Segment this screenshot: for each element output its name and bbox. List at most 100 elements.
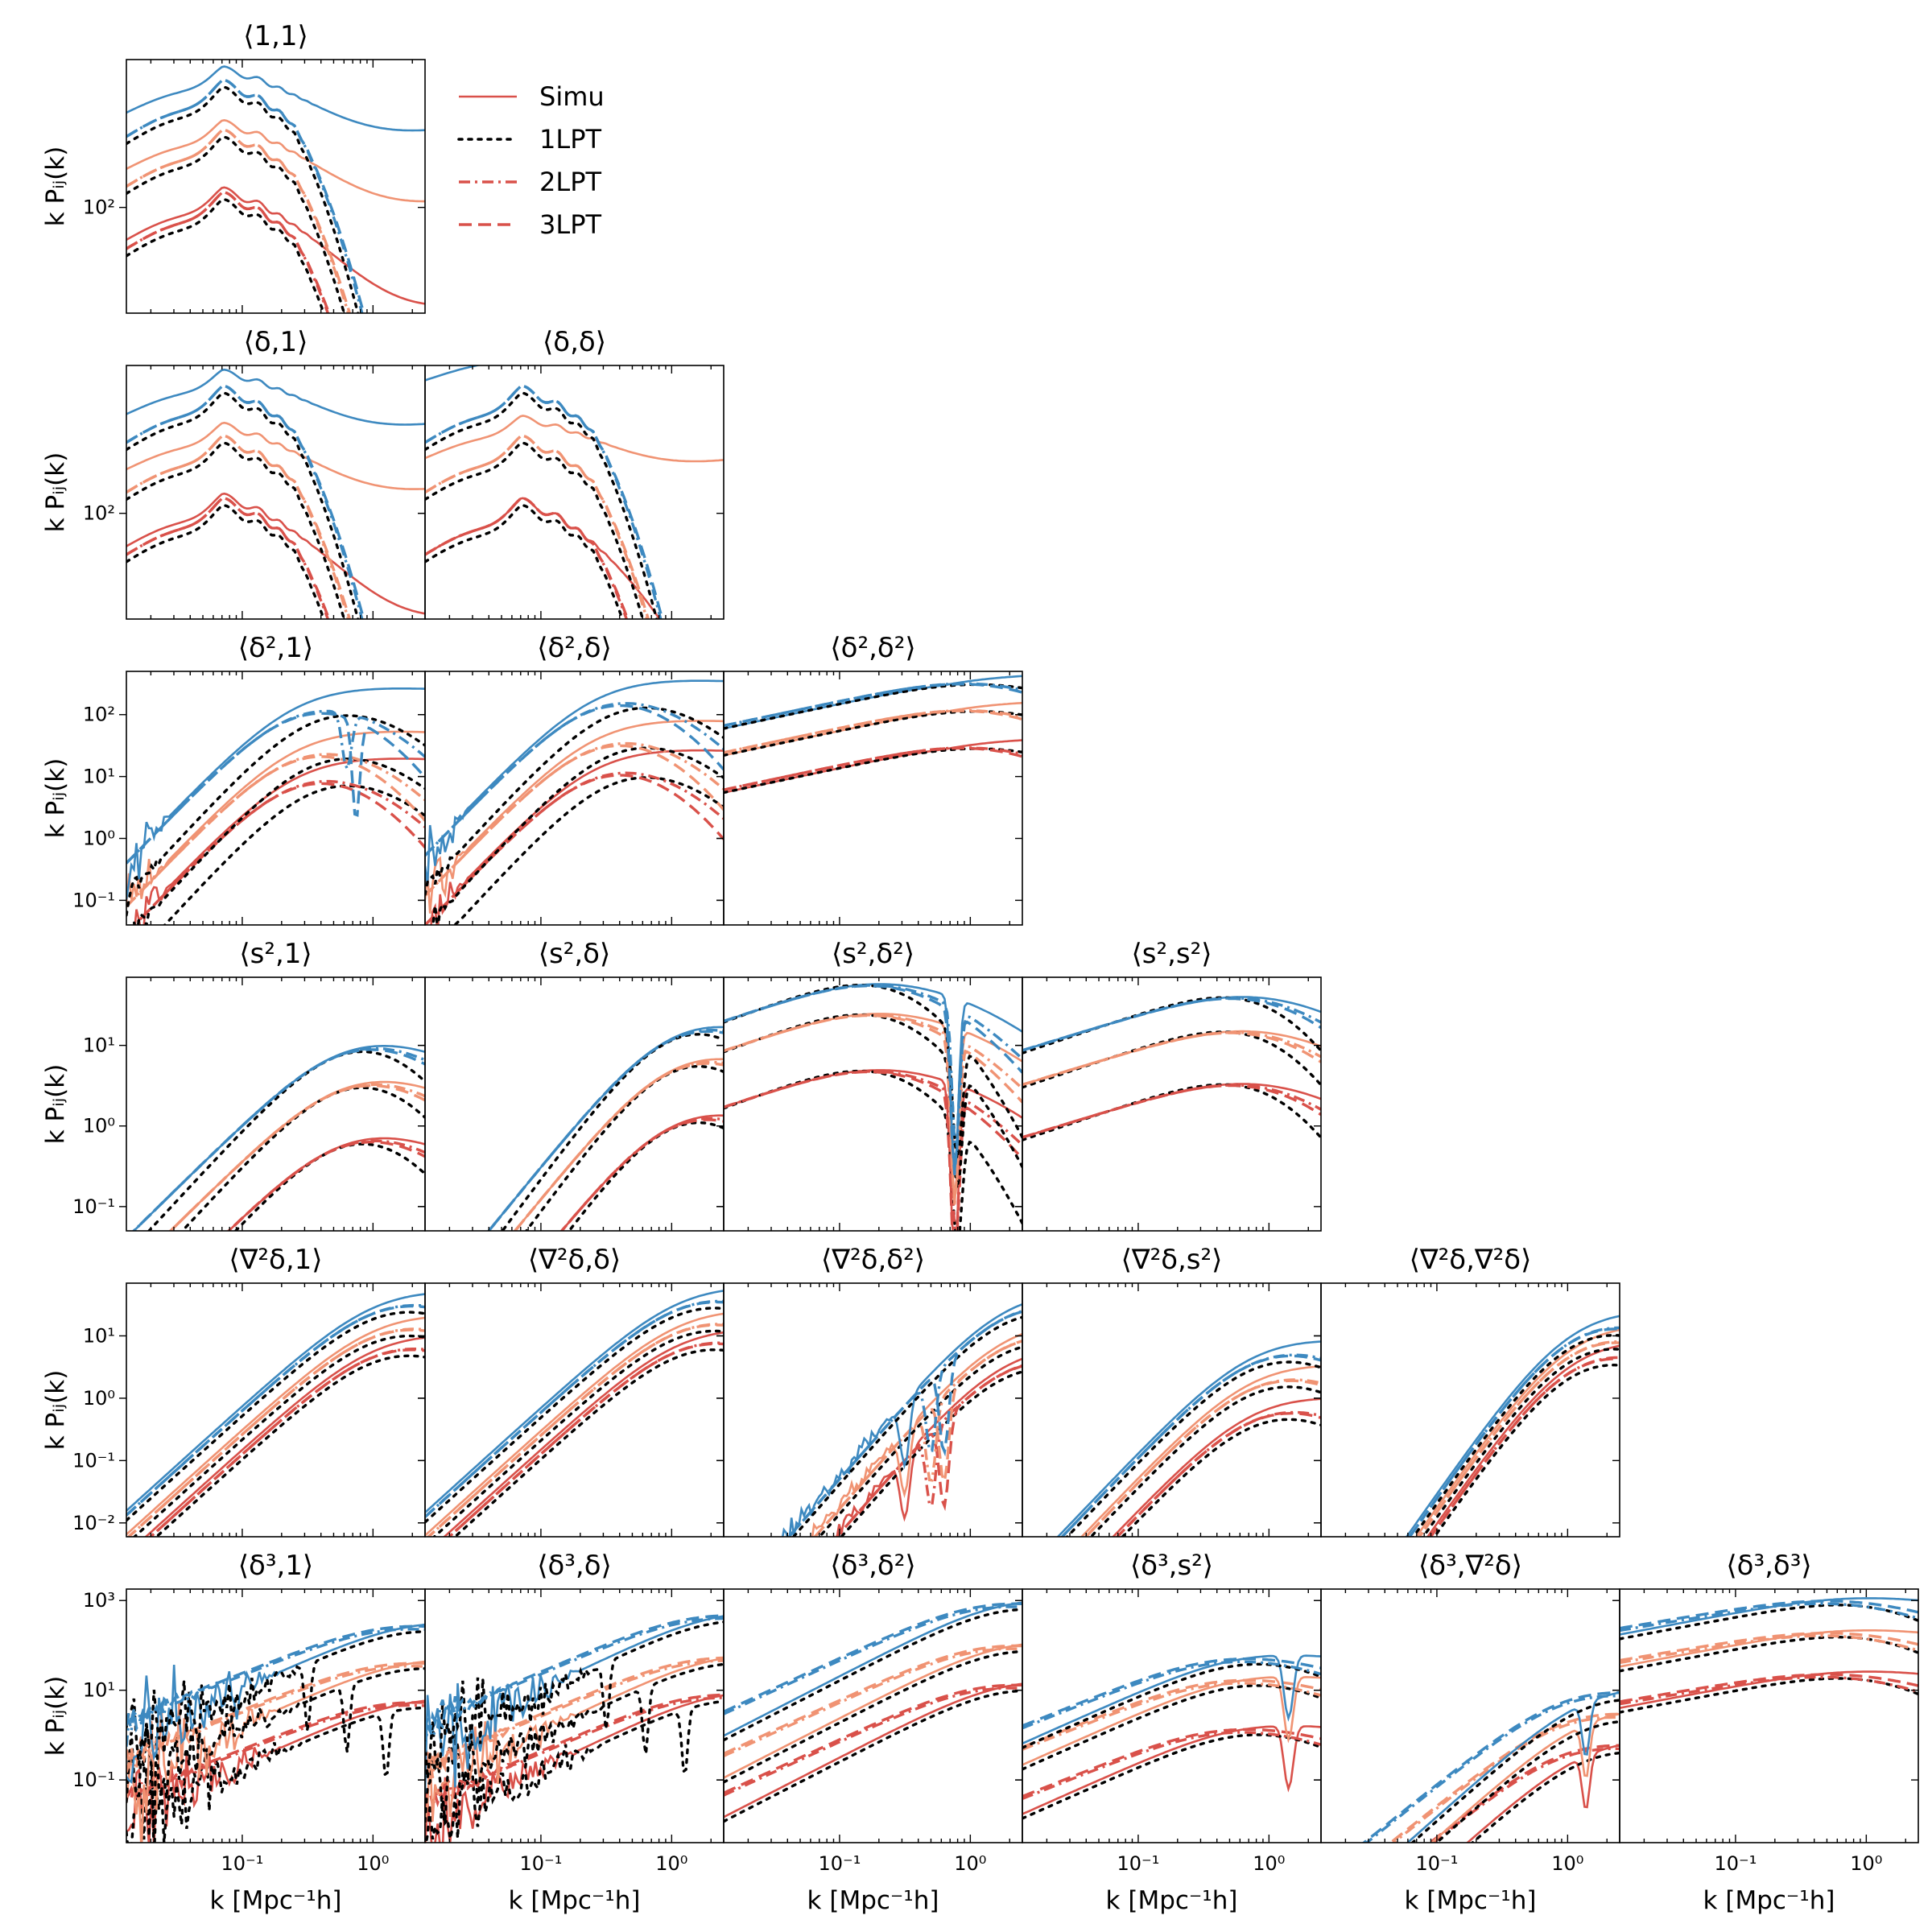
series-line-dashdot <box>425 1616 724 1752</box>
panel-title: ⟨δ³,δ²⟩ <box>830 1550 915 1582</box>
series-line-dashdot <box>1022 1030 1321 1087</box>
series-line-solid <box>425 1312 724 1537</box>
series-line-solid <box>425 679 724 886</box>
series-line-dotted <box>452 1348 724 1537</box>
series-line-solid <box>811 1332 1022 1537</box>
x-axis-label: k [Mpc⁻¹h] <box>1405 1886 1537 1915</box>
curves <box>1022 1654 1321 1820</box>
series-line-dashed <box>425 384 664 619</box>
curves <box>425 365 724 619</box>
y-axis-label: k Pᵢⱼ(k) <box>41 452 70 533</box>
series-line-solid <box>126 1660 425 1843</box>
y-axis-label: k Pᵢⱼ(k) <box>41 147 70 227</box>
series-line-dotted <box>132 758 425 925</box>
series-line-dashed <box>513 1062 724 1231</box>
series-line-dashed <box>126 712 425 865</box>
panel-frame <box>1022 976 1322 1232</box>
series-line-dashdot <box>126 78 364 313</box>
series-line-solid <box>126 421 425 490</box>
series-line-solid <box>425 720 724 914</box>
curves <box>126 687 425 925</box>
series-line-solid <box>144 1336 425 1537</box>
series-line-dotted <box>724 1069 1022 1231</box>
series-line-dashdot <box>513 1060 724 1231</box>
series-line-dotted <box>163 784 425 925</box>
panel-title: ⟨s²,1⟩ <box>239 938 312 970</box>
panel-title: ⟨∇²δ,1⟩ <box>229 1244 322 1276</box>
y-axis-label: k Pᵢⱼ(k) <box>41 758 70 839</box>
series-line-dashed <box>126 434 352 619</box>
curves <box>724 675 1022 795</box>
panel: ⟨s²,1⟩ 10⁻¹ 10⁰ 10¹ k Pᵢⱼ(k) <box>41 938 426 1232</box>
x-tick-label: 10⁻¹ <box>221 1852 264 1875</box>
series-line-dashed <box>1115 1412 1321 1537</box>
series-line-dotted <box>453 776 724 925</box>
series-line-dashdot <box>126 191 330 313</box>
series-line-solid <box>1406 1691 1620 1843</box>
panel: ⟨1,1⟩ 10² k Pᵢⱼ(k) <box>41 20 426 314</box>
panel: ⟨δ³,∇²δ⟩ 10⁻¹ 10⁰ k [Mpc⁻¹h] <box>1314 1550 1620 1915</box>
series-line-dotted <box>817 1345 1022 1537</box>
panel: ⟨∇²δ,δ²⟩ <box>716 1244 1023 1538</box>
series-line-solid <box>1430 1712 1620 1843</box>
series-line-solid <box>724 983 1022 1175</box>
y-tick-label: 10⁻¹ <box>72 1769 115 1791</box>
series-line-dashed <box>1408 1327 1620 1537</box>
series-line-dashdot <box>1022 1731 1321 1800</box>
y-axis-label: k Pᵢⱼ(k) <box>41 1676 70 1757</box>
series-line-solid <box>168 1080 425 1231</box>
series-line-dotted <box>724 1013 1022 1189</box>
series-line-dashdot <box>724 984 1022 1152</box>
series-line-solid <box>724 1682 1022 1818</box>
series-line-solid <box>781 1302 1022 1537</box>
series-line-dashdot <box>1022 1084 1321 1139</box>
x-tick-label: 10⁰ <box>655 1852 687 1875</box>
series-line-dashdot <box>168 1083 425 1231</box>
series-line-solid <box>425 1694 724 1843</box>
curves <box>131 1045 425 1231</box>
y-tick-label: 10² <box>83 502 115 525</box>
series-line-dotted <box>132 1334 425 1537</box>
panels-layer: ⟨1,1⟩ 10² k Pᵢⱼ(k) ⟨δ,1⟩ 10² k Pᵢⱼ(k) ⟨δ,δ⟩ ⟨δ²… <box>41 20 1919 1915</box>
panel-frame <box>1320 1588 1620 1843</box>
panel-title: ⟨s²,δ²⟩ <box>832 938 914 970</box>
x-axis-label: k [Mpc⁻¹h] <box>509 1886 641 1915</box>
series-line-solid <box>425 415 724 463</box>
x-axis-label: k [Mpc⁻¹h] <box>1106 1886 1238 1915</box>
y-tick-label: 10⁰ <box>83 1387 115 1410</box>
panel: ⟨s²,s²⟩ <box>1015 938 1322 1232</box>
x-axis-label: k [Mpc⁻¹h] <box>807 1886 939 1915</box>
series-line-dotted <box>425 503 625 619</box>
series-line-dashed <box>1388 1712 1620 1843</box>
series-line-solid <box>832 1357 1022 1537</box>
panel-title: ⟨δ²,δ²⟩ <box>830 632 915 664</box>
series-line-dotted <box>1022 1733 1321 1820</box>
legend: Simu 1LPT 2LPT 3LPT <box>457 81 605 240</box>
series-line-solid <box>724 1601 1022 1737</box>
series-line-dashdot <box>148 1348 425 1537</box>
series-line-dashed <box>1022 1084 1321 1139</box>
curves <box>126 1293 425 1537</box>
series-line-dashed <box>487 1030 724 1231</box>
series-line-dashed <box>132 782 425 925</box>
series-line-dashed <box>1361 1691 1620 1843</box>
series-line-dotted <box>126 85 360 313</box>
series-line-dashdot <box>786 1310 1022 1537</box>
series-line-solid <box>425 1657 724 1825</box>
series-line-dashdot <box>1364 1695 1620 1843</box>
series-line-dashdot <box>126 1665 425 1773</box>
series-line-dashed <box>425 434 650 619</box>
series-line-dashed <box>1620 1673 1918 1703</box>
series-line-dashed <box>126 1701 425 1800</box>
series-line-dashed <box>559 1118 724 1231</box>
series-line-dashed <box>126 191 331 313</box>
series-line-solid <box>514 1058 724 1231</box>
series-line-dashed <box>126 1328 425 1537</box>
panel-frame <box>424 976 724 1232</box>
series-line-dashed <box>1620 1632 1918 1662</box>
series-line-dotted <box>425 391 658 619</box>
series-line-dashdot <box>447 1341 724 1537</box>
panel-title: ⟨∇²δ,s²⟩ <box>1121 1244 1223 1276</box>
curves <box>126 1623 425 1843</box>
